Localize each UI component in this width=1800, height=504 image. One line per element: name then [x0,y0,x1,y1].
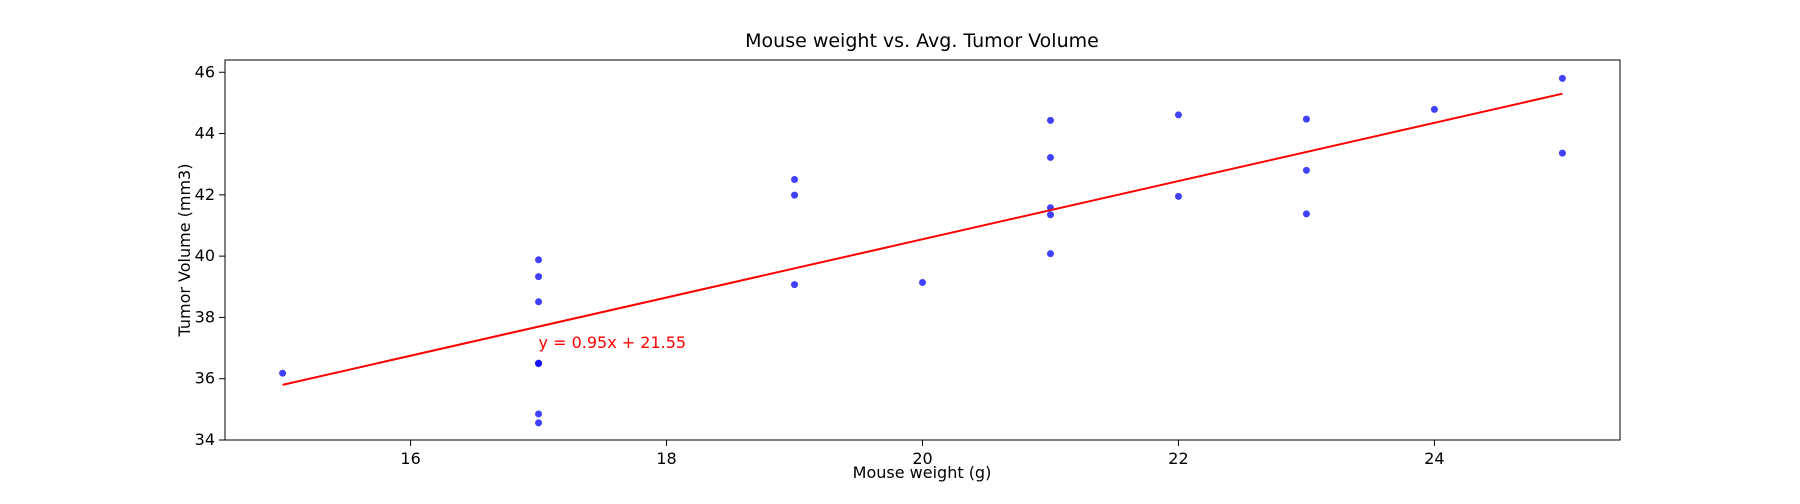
data-point [1174,192,1182,200]
data-point [1046,211,1054,219]
scatter-points [279,74,1566,427]
data-point [535,298,543,306]
data-point [1046,116,1054,124]
regression-line [282,92,1563,386]
y-tick-label: 38 [195,307,215,326]
data-point [1174,111,1182,119]
x-tick-label: 22 [1168,449,1188,468]
data-point [1046,250,1054,258]
y-tick-label: 34 [195,430,215,449]
data-point [1302,210,1310,218]
data-point [791,281,799,289]
y-tick-label: 40 [195,246,215,265]
y-axis-label: Tumor Volume (mm3) [175,164,194,338]
x-tick-label: 24 [1424,449,1444,468]
data-point [919,278,926,286]
x-tick-label: 20 [912,449,932,468]
plot-area-frame [224,59,1621,441]
data-point [535,419,543,427]
x-tick-label: 16 [400,449,420,468]
y-tick-label: 36 [195,369,215,388]
data-point [791,176,799,184]
data-point [1558,149,1566,157]
x-axis-ticks: 16 18 20 22 24 [400,440,1445,468]
y-axis-ticks: 34 36 38 40 42 44 46 [195,62,225,449]
data-point [1558,74,1566,82]
data-point [1046,153,1054,161]
data-point [279,369,287,377]
data-point [791,191,799,199]
x-axis-label: Mouse weight (g) [853,463,992,482]
data-point [535,360,543,368]
data-point [535,410,543,418]
data-point [1302,115,1310,123]
data-point [535,256,543,264]
chart-title: Mouse weight vs. Avg. Tumor Volume [745,30,1099,52]
x-tick-label: 18 [656,449,676,468]
y-tick-label: 42 [195,185,215,204]
data-point [535,273,543,281]
data-point [1302,166,1310,174]
y-tick-label: 46 [195,62,215,81]
regression-equation: y = 0.95x + 21.55 [539,333,687,352]
regression-group: y = 0.95x + 21.55 [282,92,1563,386]
y-tick-label: 44 [195,124,215,143]
data-point [1430,105,1438,113]
